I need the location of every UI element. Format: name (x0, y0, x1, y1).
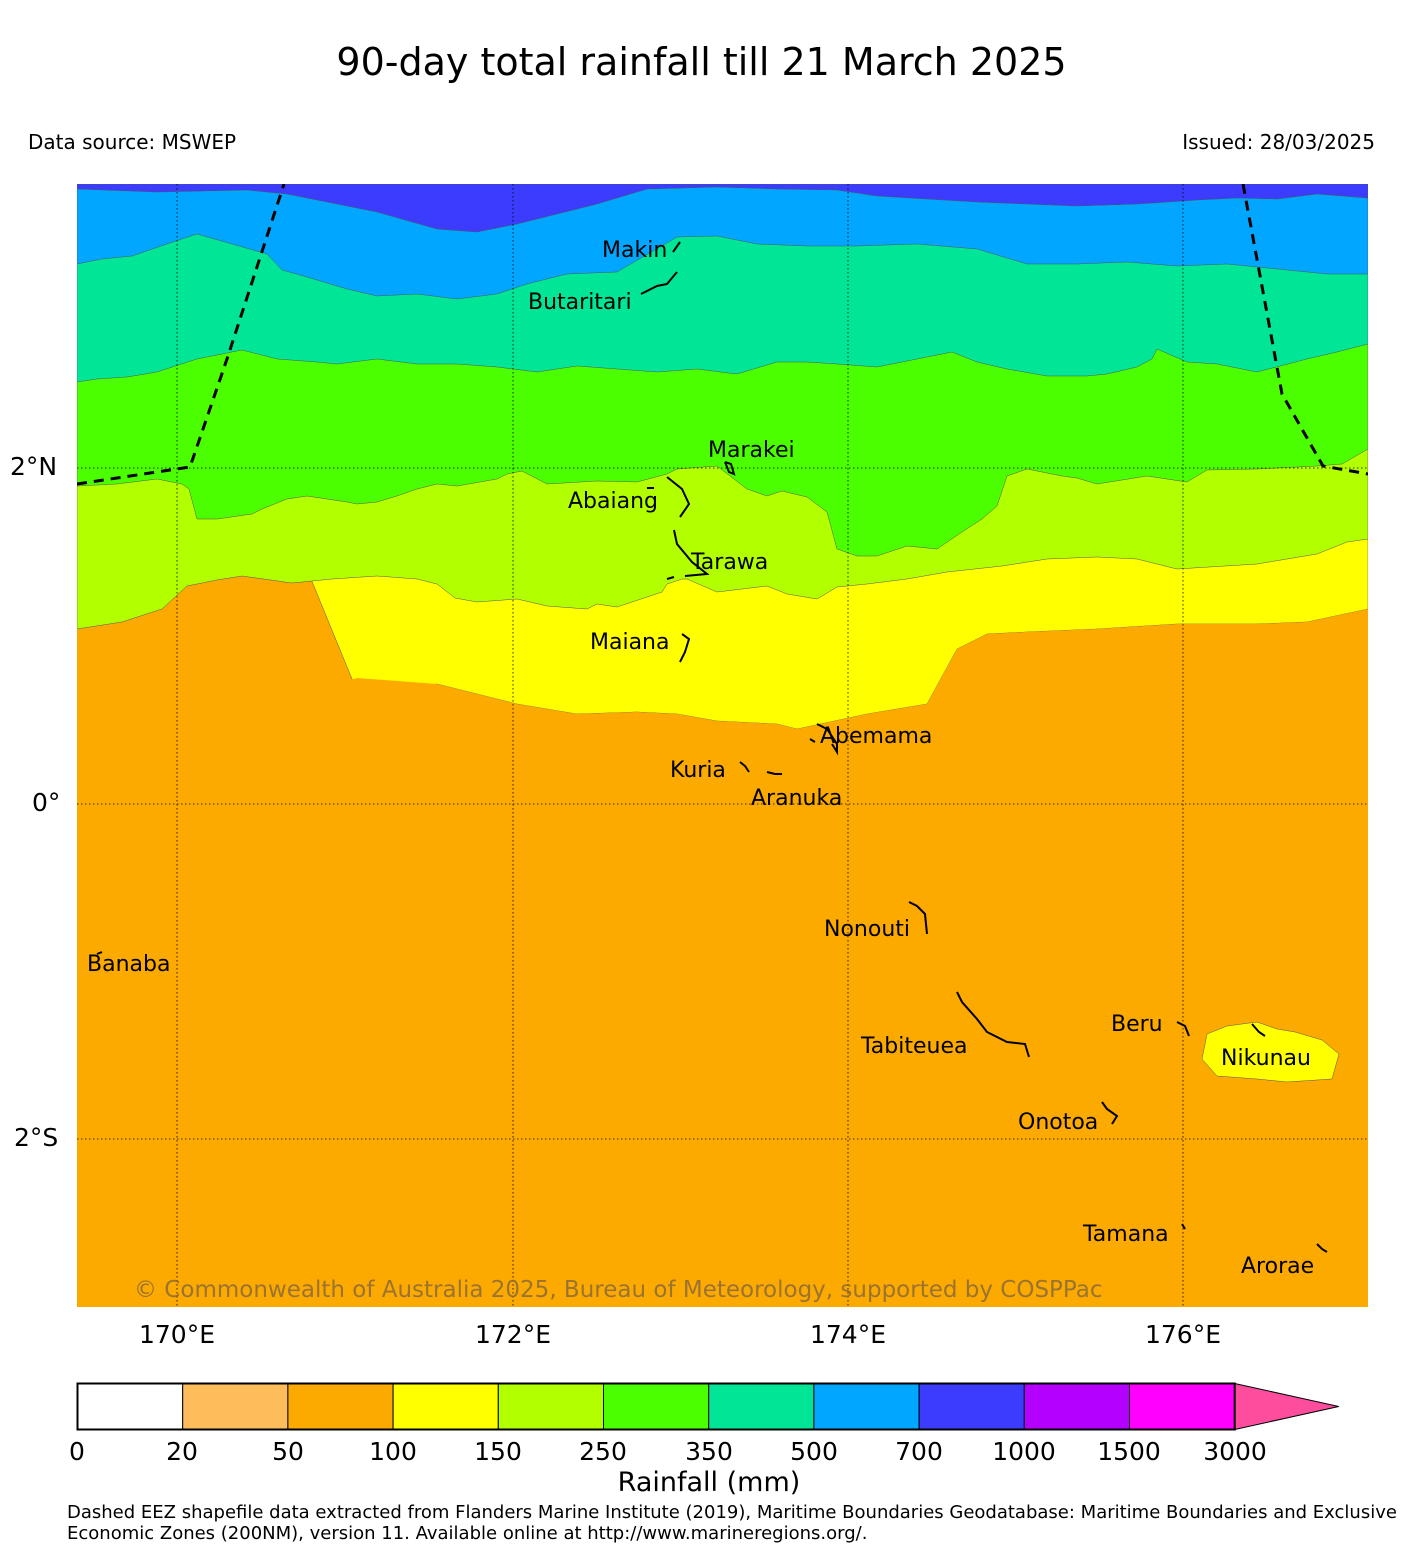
colorbar-segment (1129, 1383, 1236, 1430)
lat-label-2s: 2°S (14, 1123, 59, 1152)
colorbar (76, 1382, 1339, 1431)
colorbar-segment (918, 1383, 1025, 1430)
label-arorae: Arorae (1241, 1254, 1314, 1279)
label-tamana: Tamana (1082, 1222, 1169, 1247)
gridlines (77, 184, 1368, 1307)
colorbar-segment (392, 1383, 499, 1430)
data-source: Data source: MSWEP (28, 130, 237, 154)
lat-label-0: 0° (32, 788, 61, 817)
issued-date: Issued: 28/03/2025 (1182, 130, 1375, 154)
colorbar-tick: 50 (272, 1437, 304, 1466)
lon-label-176e: 176°E (1144, 1320, 1221, 1349)
label-marakei: Marakei (708, 438, 795, 463)
colorbar-tick: 500 (790, 1437, 838, 1466)
colorbar-tick: 100 (369, 1437, 417, 1466)
colorbar-segment (77, 1383, 184, 1430)
band-100-150-upper-fix (77, 609, 1368, 1307)
band-700-1000 (77, 184, 1368, 233)
label-nonouti: Nonouti (824, 917, 910, 942)
lon-label-170e: 170°E (138, 1320, 215, 1349)
label-butaritari: Butaritari (528, 290, 632, 315)
lon-label-174e: 174°E (809, 1320, 886, 1349)
colorbar-segment (1023, 1383, 1130, 1430)
colorbar-tick: 1500 (1097, 1437, 1161, 1466)
label-maiana: Maiana (590, 630, 669, 655)
label-banaba: Banaba (87, 952, 170, 977)
colorbar-segment (182, 1383, 289, 1430)
label-tarawa: Tarawa (690, 550, 768, 575)
colorbar-segment (497, 1383, 604, 1430)
eez-boundary (77, 184, 1368, 486)
label-makin: Makin (602, 238, 667, 263)
colorbar-title: Rainfall (mm) (617, 1467, 801, 1498)
colorbar-segment (708, 1383, 815, 1430)
rainfall-map: Makin Butaritari Marakei Abaiang Tarawa … (77, 184, 1368, 1307)
island-outlines (96, 241, 1328, 1253)
colorbar-tick: 150 (474, 1437, 522, 1466)
lon-label-172e: 172°E (474, 1320, 551, 1349)
island-labels: Makin Butaritari Marakei Abaiang Tarawa … (87, 238, 1314, 1279)
colorbar-segment (813, 1383, 920, 1430)
colorbar-segment (287, 1383, 394, 1430)
colorbar-tick: 700 (895, 1437, 943, 1466)
colorbar-tick: 1000 (992, 1437, 1056, 1466)
lat-label-2n: 2°N (10, 452, 58, 481)
label-beru: Beru (1111, 1012, 1163, 1037)
label-onotoa: Onotoa (1018, 1110, 1098, 1135)
colorbar-tick: 3000 (1203, 1437, 1267, 1466)
label-kuria: Kuria (670, 758, 726, 783)
colorbar-outline (76, 1382, 1236, 1431)
band-100-150-nikunau (1201, 1021, 1340, 1083)
label-abaiang: Abaiang (568, 489, 658, 514)
label-tabiteuea: Tabiteuea (860, 1034, 967, 1059)
label-nikunau: Nikunau (1221, 1046, 1311, 1071)
colorbar-tick: 0 (69, 1437, 85, 1466)
label-aranuka: Aranuka (751, 786, 842, 811)
colorbar-segment (603, 1383, 710, 1430)
colorbar-tick: 250 (579, 1437, 627, 1466)
label-abemama: Abemama (820, 724, 932, 749)
colorbar-extend-arrow (1234, 1382, 1339, 1431)
colorbar-tick: 350 (685, 1437, 733, 1466)
eez-footnote: Dashed EEZ shapefile data extracted from… (67, 1502, 1397, 1544)
copyright-notice: © Commonwealth of Australia 2025, Bureau… (134, 1277, 1103, 1303)
map-title: 90-day total rainfall till 21 March 2025 (336, 40, 1067, 84)
colorbar-tick: 20 (166, 1437, 198, 1466)
